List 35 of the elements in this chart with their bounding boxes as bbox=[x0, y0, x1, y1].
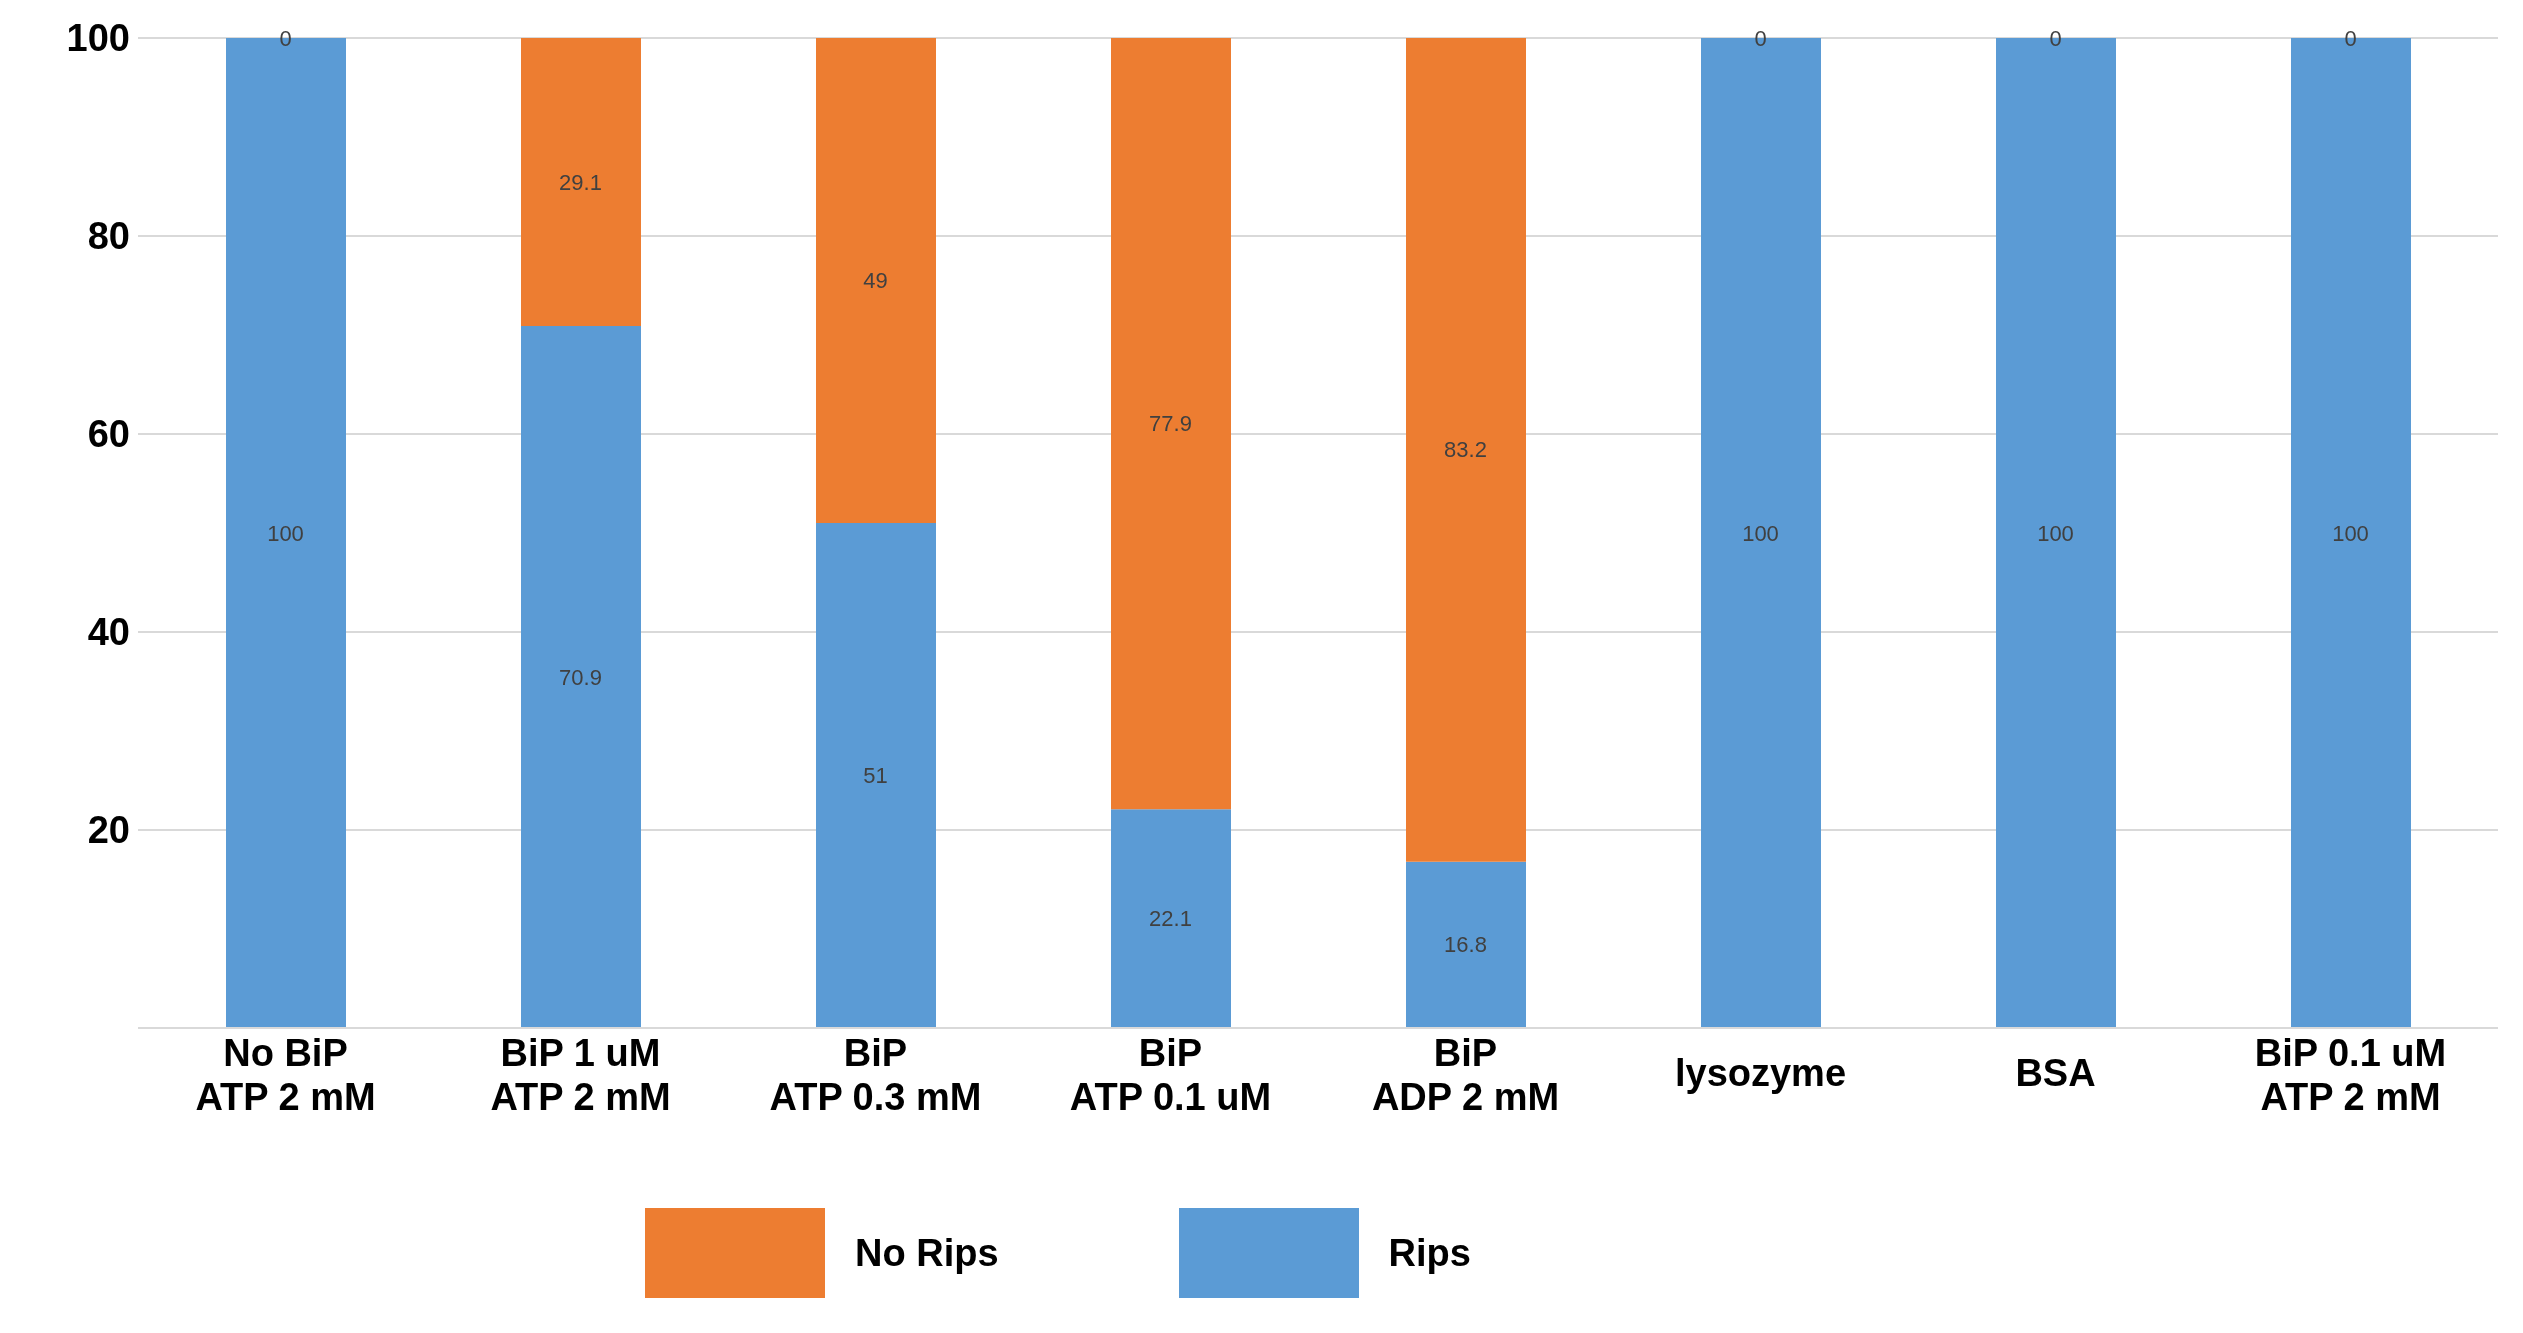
legend-label: Rips bbox=[1388, 1231, 1471, 1275]
x-tick-label: BiP ATP 0.3 mM bbox=[769, 1032, 982, 1118]
data-label: 100 bbox=[1742, 520, 1779, 546]
x-tick-label: BiP ATP 0.1 uM bbox=[1069, 1032, 1272, 1118]
bar bbox=[1111, 809, 1231, 1028]
bar bbox=[816, 38, 936, 524]
bar bbox=[1111, 38, 1231, 810]
data-label: 100 bbox=[2332, 520, 2369, 546]
data-label: 49 bbox=[863, 268, 888, 294]
bar bbox=[1406, 38, 1526, 862]
bar bbox=[521, 326, 641, 1028]
data-label: 29.1 bbox=[559, 169, 602, 195]
x-tick-label: BiP 0.1 uM ATP 2 mM bbox=[2254, 1032, 2447, 1118]
data-label: 22.1 bbox=[1149, 906, 1192, 932]
y-tick-label: 100 bbox=[66, 17, 130, 60]
data-label: 51 bbox=[863, 763, 888, 789]
y-tick-label: 80 bbox=[87, 215, 130, 258]
data-label: 83.2 bbox=[1444, 437, 1487, 463]
y-tick-label: 40 bbox=[87, 611, 130, 654]
y-tick-label: 20 bbox=[87, 809, 130, 852]
data-label: 100 bbox=[267, 520, 304, 546]
legend-label: No Rips bbox=[855, 1231, 999, 1275]
data-label: 100 bbox=[2037, 520, 2074, 546]
bar bbox=[521, 38, 641, 327]
x-tick-label: BiP ADP 2 mM bbox=[1371, 1032, 1560, 1118]
x-tick-label: No BiP ATP 2 mM bbox=[195, 1032, 376, 1118]
data-label: 70.9 bbox=[559, 664, 602, 690]
y-tick-label: 60 bbox=[87, 413, 130, 456]
data-label: 16.8 bbox=[1444, 932, 1487, 958]
data-label: 77.9 bbox=[1149, 411, 1192, 437]
bar bbox=[816, 523, 936, 1028]
x-tick-label: lysozyme bbox=[1674, 1052, 1847, 1094]
x-tick-label: BSA bbox=[2015, 1052, 2096, 1094]
bar bbox=[1406, 861, 1526, 1028]
x-tick-label: BiP 1 uM ATP 2 mM bbox=[490, 1032, 671, 1118]
